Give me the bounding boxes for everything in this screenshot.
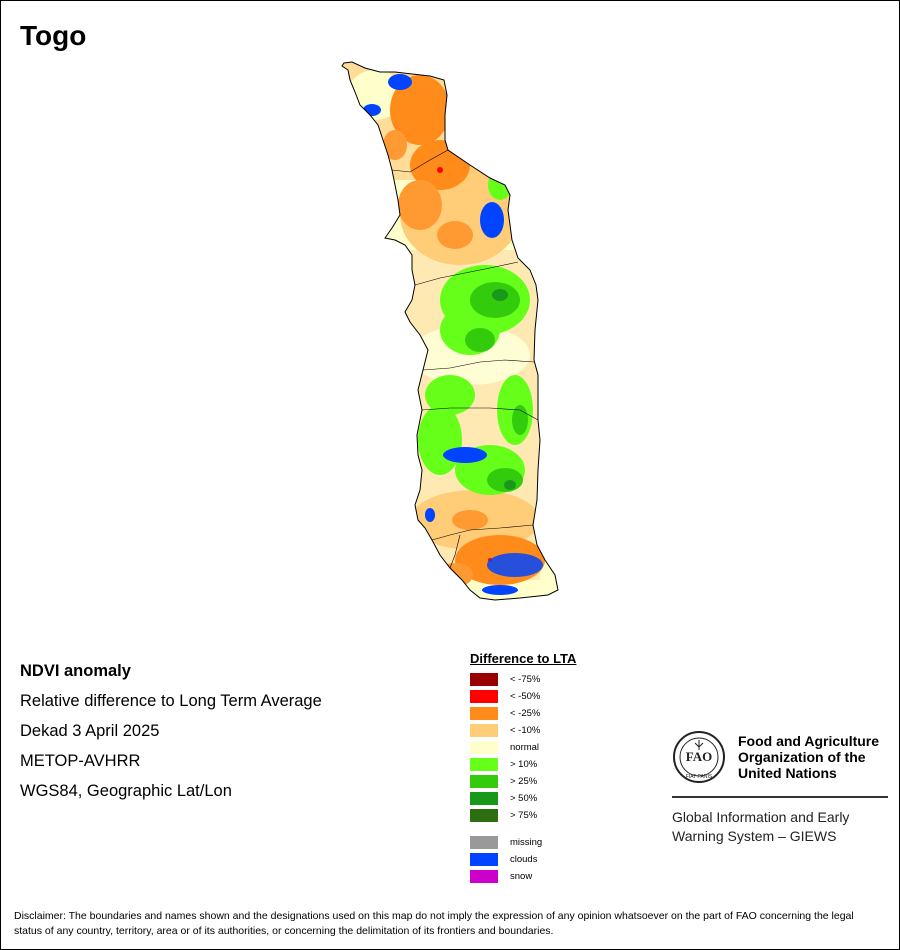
- legend-swatch: [470, 853, 498, 866]
- fao-divider: [672, 796, 888, 798]
- legend-item: > 10%: [470, 756, 576, 773]
- legend-item: normal: [470, 739, 576, 756]
- legend-swatch: [470, 741, 498, 754]
- legend-swatch: [470, 870, 498, 883]
- legend-label: missing: [510, 837, 543, 848]
- legend-item: > 25%: [470, 773, 576, 790]
- legend-swatch: [470, 673, 498, 686]
- fao-name-line2: Organization of the: [738, 749, 866, 765]
- info-period: Dekad 3 April 2025: [20, 722, 160, 740]
- legend-swatch: [470, 792, 498, 805]
- region-boundaries: [391, 149, 539, 569]
- giews-line2: Warning System – GIEWS: [672, 828, 837, 844]
- legend-item: > 50%: [470, 790, 576, 807]
- legend-item: < -25%: [470, 705, 576, 722]
- legend-label: > 50%: [510, 793, 538, 804]
- legend-label: > 25%: [510, 776, 538, 787]
- giews-line1: Global Information and Early: [672, 809, 850, 825]
- info-heading: NDVI anomaly: [20, 662, 131, 680]
- legend-swatch: [470, 724, 498, 737]
- legend-swatch: [470, 836, 498, 849]
- legend-swatch: [470, 707, 498, 720]
- legend-label: < -10%: [510, 725, 541, 736]
- legend-swatch: [470, 809, 498, 822]
- fao-logo-motto: FIAT PANIS: [686, 774, 713, 780]
- info-sensor: METOP-AVHRR: [20, 752, 141, 770]
- legend-label: > 10%: [510, 759, 538, 770]
- info-description: Relative difference to Long Term Average: [20, 692, 322, 710]
- legend-item: < -10%: [470, 722, 576, 739]
- fao-name-line3: United Nations: [738, 765, 837, 781]
- legend-item: > 75%: [470, 807, 576, 824]
- giews-name: Global Information and Early Warning Sys…: [672, 808, 888, 846]
- legend-label: < -50%: [510, 691, 541, 702]
- legend-label: clouds: [510, 854, 538, 865]
- legend-swatch: [470, 775, 498, 788]
- fao-name: Food and Agriculture Organization of the…: [738, 733, 879, 781]
- map-title: Togo: [20, 20, 87, 51]
- legend-swatch: [470, 690, 498, 703]
- legend-label: normal: [510, 742, 540, 753]
- legend-swatch: [470, 758, 498, 771]
- legend-title: Difference to LTA: [470, 651, 577, 666]
- disclaimer: Disclaimer: The boundaries and names sho…: [14, 910, 854, 937]
- fao-logo-text: FAO: [686, 749, 712, 764]
- info-projection: WGS84, Geographic Lat/Lon: [20, 782, 232, 800]
- map-info: NDVI anomaly Relative difference to Long…: [20, 656, 322, 806]
- legend-item: < -50%: [470, 688, 576, 705]
- legend-label: < -25%: [510, 708, 541, 719]
- legend-item: clouds: [470, 851, 576, 868]
- legend: Difference to LTA < -75% < -50% < -25% < -1…: [470, 651, 576, 885]
- ndvi-map: [341, 61, 559, 601]
- fao-block: FAO FIAT PANIS Food and Agriculture Orga…: [672, 730, 888, 846]
- fao-name-line1: Food and Agriculture: [738, 733, 880, 749]
- legend-label: < -75%: [510, 674, 541, 685]
- legend-label: snow: [510, 871, 533, 882]
- legend-label: > 75%: [510, 810, 538, 821]
- country-border: [341, 61, 559, 601]
- legend-item: missing: [470, 834, 576, 851]
- fao-logo: FAO FIAT PANIS: [673, 731, 725, 783]
- legend-item: < -75%: [470, 671, 576, 688]
- legend-item: snow: [470, 868, 576, 885]
